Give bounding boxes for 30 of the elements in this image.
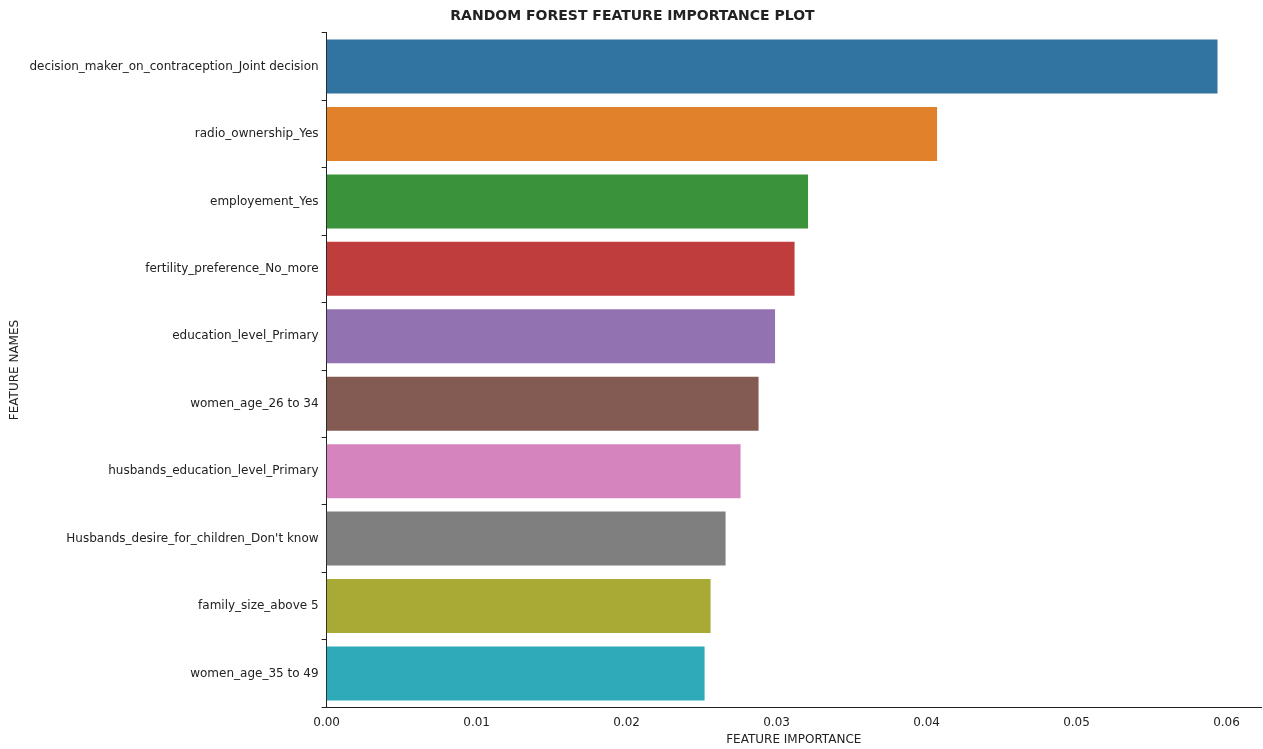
y-tick-label: Husbands_desire_for_children_Don't know: [66, 530, 319, 545]
y-tick-label: family_size_above 5: [198, 598, 319, 613]
bar: [326, 376, 759, 431]
y-tick-label: employement_Yes: [210, 193, 319, 208]
bar: [326, 444, 741, 499]
chart-title: RANDOM FOREST FEATURE IMPORTANCE PLOT: [450, 7, 816, 24]
x-tick-label: 0.03: [763, 714, 790, 729]
bar: [326, 174, 809, 229]
y-tick-label: decision_maker_on_contraception_Joint decision: [29, 58, 319, 73]
y-tick-label: women_age_26 to 34: [190, 395, 319, 410]
x-tick-label: 0.00: [313, 714, 340, 729]
y-tick-label: fertility_preference_No_more: [145, 260, 319, 275]
bar: [326, 511, 726, 566]
x-tick-label: 0.06: [1213, 714, 1240, 729]
y-tick-label: radio_ownership_Yes: [194, 126, 319, 141]
bar: [326, 39, 1218, 94]
bar: [326, 309, 776, 364]
bar: [326, 106, 938, 161]
x-tick-label: 0.01: [463, 714, 490, 729]
bar: [326, 579, 711, 634]
x-tick-label: 0.05: [1063, 714, 1090, 729]
bar: [326, 646, 705, 701]
y-tick-label: women_age_35 to 49: [190, 665, 319, 680]
y-axis-title: FEATURE NAMES: [7, 319, 22, 421]
y-tick-label: education_level_Primary: [172, 328, 319, 343]
bar: [326, 241, 795, 296]
y-tick-label: husbands_education_level_Primary: [108, 463, 319, 478]
x-axis-title: FEATURE IMPORTANCE: [726, 731, 862, 746]
x-tick-label: 0.04: [913, 714, 940, 729]
x-tick-label: 0.02: [613, 714, 640, 729]
